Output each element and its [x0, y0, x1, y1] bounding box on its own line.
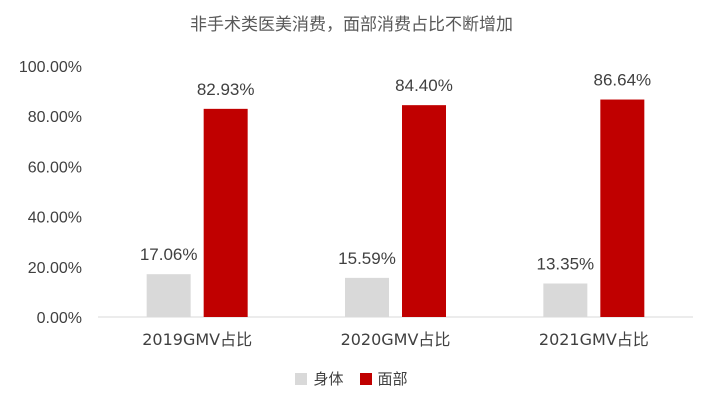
bar-body: [146, 274, 191, 317]
y-tick-label: 60.00%: [28, 159, 82, 176]
data-label: 17.06%: [140, 245, 198, 264]
legend-item-face: 面部: [359, 368, 408, 389]
x-tick-label: 2019GMV占比: [142, 330, 252, 349]
data-label: 15.59%: [338, 249, 396, 268]
data-label: 13.35%: [536, 254, 594, 273]
legend-swatch-body: [295, 372, 308, 385]
y-tick-label: 20.00%: [28, 260, 82, 277]
data-label: 86.64%: [593, 71, 651, 90]
y-tick-label: 100.00%: [19, 59, 82, 76]
chart-title: 非手术类医美消费，面部消费占比不断增加: [190, 15, 513, 35]
y-tick-label: 80.00%: [28, 109, 82, 126]
legend: 身体 面部: [0, 368, 703, 389]
x-tick-label: 2020GMV占比: [341, 330, 451, 349]
y-tick-label: 40.00%: [28, 210, 82, 227]
bar-face: [203, 108, 248, 317]
bar-body: [345, 277, 389, 317]
y-tick-label: 0.00%: [37, 310, 82, 327]
bar-body: [543, 283, 588, 317]
bar-face: [600, 99, 645, 317]
x-tick-label: 2021GMV占比: [539, 330, 649, 349]
bar-face: [402, 105, 446, 317]
legend-label-body: 身体: [313, 370, 344, 388]
data-label: 82.93%: [197, 80, 255, 99]
data-label: 84.40%: [395, 76, 453, 95]
legend-item-body: 身体: [295, 368, 344, 389]
legend-label-face: 面部: [377, 370, 408, 388]
legend-swatch-face: [359, 372, 372, 385]
